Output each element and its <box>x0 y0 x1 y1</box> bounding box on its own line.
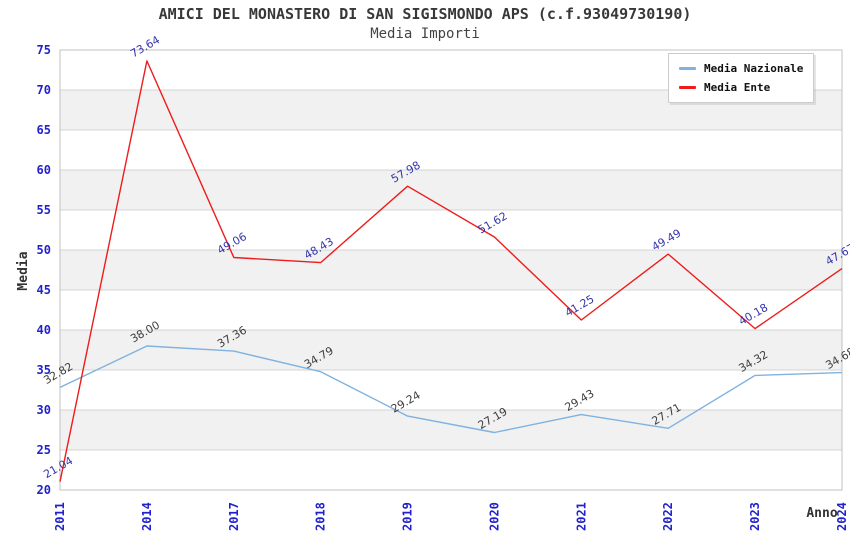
x-tick-label: 2020 <box>487 502 501 531</box>
background-band <box>60 330 842 370</box>
series-line-media-ente <box>59 60 843 482</box>
y-tick-label: 45 <box>37 283 51 297</box>
data-label: 21.04 <box>41 454 75 481</box>
legend: Media Nazionale Media Ente <box>668 53 814 103</box>
legend-label-media-nazionale: Media Nazionale <box>704 62 804 75</box>
x-tick-label: 2014 <box>140 502 154 531</box>
background-band <box>60 250 842 290</box>
x-tick-label: 2021 <box>574 502 588 531</box>
legend-item-media-nazionale: Media Nazionale <box>669 62 813 75</box>
y-tick-label: 25 <box>37 443 51 457</box>
background-band <box>60 410 842 450</box>
data-label: 51.62 <box>476 210 510 237</box>
x-tick-label: 2018 <box>314 502 328 531</box>
y-tick-label: 35 <box>37 363 51 377</box>
x-tick-label: 2011 <box>53 502 67 531</box>
y-tick-label: 75 <box>37 43 51 57</box>
data-label: 41.25 <box>563 292 597 319</box>
legend-swatch-media-ente-icon <box>679 86 696 89</box>
x-tick-label: 2024 <box>835 502 849 531</box>
series-line-media-nazionale <box>59 345 843 434</box>
background-band <box>60 170 842 210</box>
x-tick-label: 2019 <box>401 502 415 531</box>
chart-subtitle: Media Importi <box>370 26 480 42</box>
plot-border <box>59 49 843 491</box>
x-tick-label: 2017 <box>227 502 241 531</box>
x-tick-label: 2022 <box>661 502 675 531</box>
y-axis-title: Media <box>16 251 31 290</box>
y-tick-label: 30 <box>37 403 51 417</box>
y-tick-label: 50 <box>37 243 51 257</box>
x-axis-title: Anno <box>806 506 837 521</box>
legend-swatch-media-nazionale-icon <box>679 67 696 70</box>
legend-item-media-ente: Media Ente <box>669 81 813 94</box>
x-tick-label: 2023 <box>748 502 762 531</box>
y-tick-label: 65 <box>37 123 51 137</box>
y-tick-label: 60 <box>37 163 51 177</box>
y-tick-label: 40 <box>37 323 51 337</box>
legend-label-media-ente: Media Ente <box>704 81 771 94</box>
y-tick-label: 55 <box>37 203 51 217</box>
y-tick-label: 70 <box>37 83 51 97</box>
data-label: 73.64 <box>128 33 162 60</box>
y-tick-label: 20 <box>37 483 51 497</box>
chart-title: AMICI DEL MONASTERO DI SAN SIGISMONDO AP… <box>158 5 692 23</box>
data-label: 47.67 <box>823 241 850 268</box>
data-label: 40.18 <box>736 301 770 328</box>
